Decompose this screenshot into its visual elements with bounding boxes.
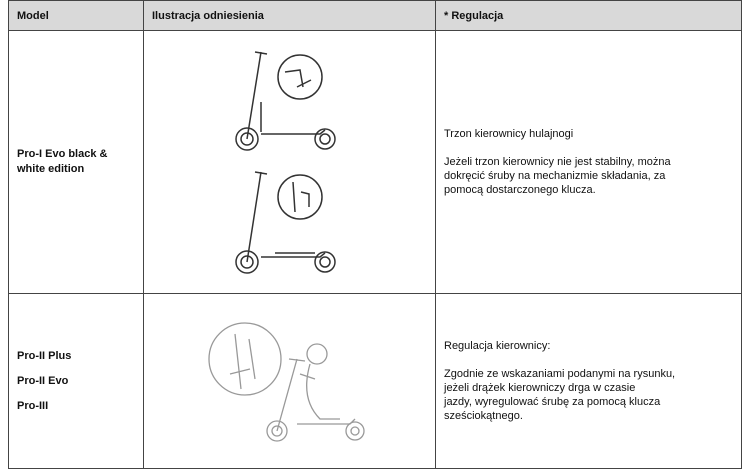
- adjustment-text: dokręcić śruby na mechanizmie składania,…: [444, 170, 666, 182]
- table-row: Pro-I Evo black & white edition Trzon ki…: [8, 30, 742, 294]
- model-name: Pro-II Plus: [17, 349, 72, 362]
- model-cell: Pro-I Evo black & white edition: [8, 30, 144, 294]
- adjustment-title: Regulacja kierownicy:: [444, 340, 551, 352]
- scooter-illustration: [234, 51, 336, 274]
- adjustment-text: Jeżeli trzon kierownicy nie jest stabiln…: [444, 156, 671, 168]
- header-cell: Ilustracja odniesienia: [143, 0, 436, 31]
- adjustment-text: jeżeli drążek kierowniczy drga w czasie: [444, 382, 636, 394]
- illustration-cell: [143, 293, 436, 469]
- model-name: Pro-III: [17, 399, 49, 412]
- adjustment-title: Trzon kierownicy hulajnogi: [444, 128, 574, 140]
- illustration-cell: [143, 30, 436, 294]
- scooter-illustration: [207, 321, 365, 442]
- adjustment-text: sześciokątnego.: [444, 410, 523, 422]
- adjustment-text: pomocą dostarczonego klucza.: [444, 184, 596, 196]
- table-row: Pro-II Plus Pro-II Evo Pro-III Regulacja…: [8, 293, 742, 469]
- adjustment-cell: Regulacja kierownicy: Zgodnie ze wskazan…: [435, 293, 742, 469]
- model-name: Pro-II Evo: [17, 374, 69, 387]
- model-name: Pro-I Evo black & white edition: [17, 148, 108, 175]
- adjustment-table: Model Ilustracja odniesienia * Regulacja…: [8, 0, 742, 469]
- header-cell: Model: [8, 0, 144, 31]
- model-cell: Pro-II Plus Pro-II Evo Pro-III: [8, 293, 144, 469]
- adjustment-cell: Trzon kierownicy hulajnogi Jeżeli trzon …: [435, 30, 742, 294]
- adjustment-text: jazdy, wyregulować śrubę za pomocą klucz…: [444, 396, 661, 408]
- header-cell: * Regulacja: [435, 0, 742, 31]
- adjustment-text: Zgodnie ze wskazaniami podanymi na rysun…: [444, 368, 676, 380]
- header-row: Model Ilustracja odniesienia * Regulacja: [8, 0, 742, 31]
